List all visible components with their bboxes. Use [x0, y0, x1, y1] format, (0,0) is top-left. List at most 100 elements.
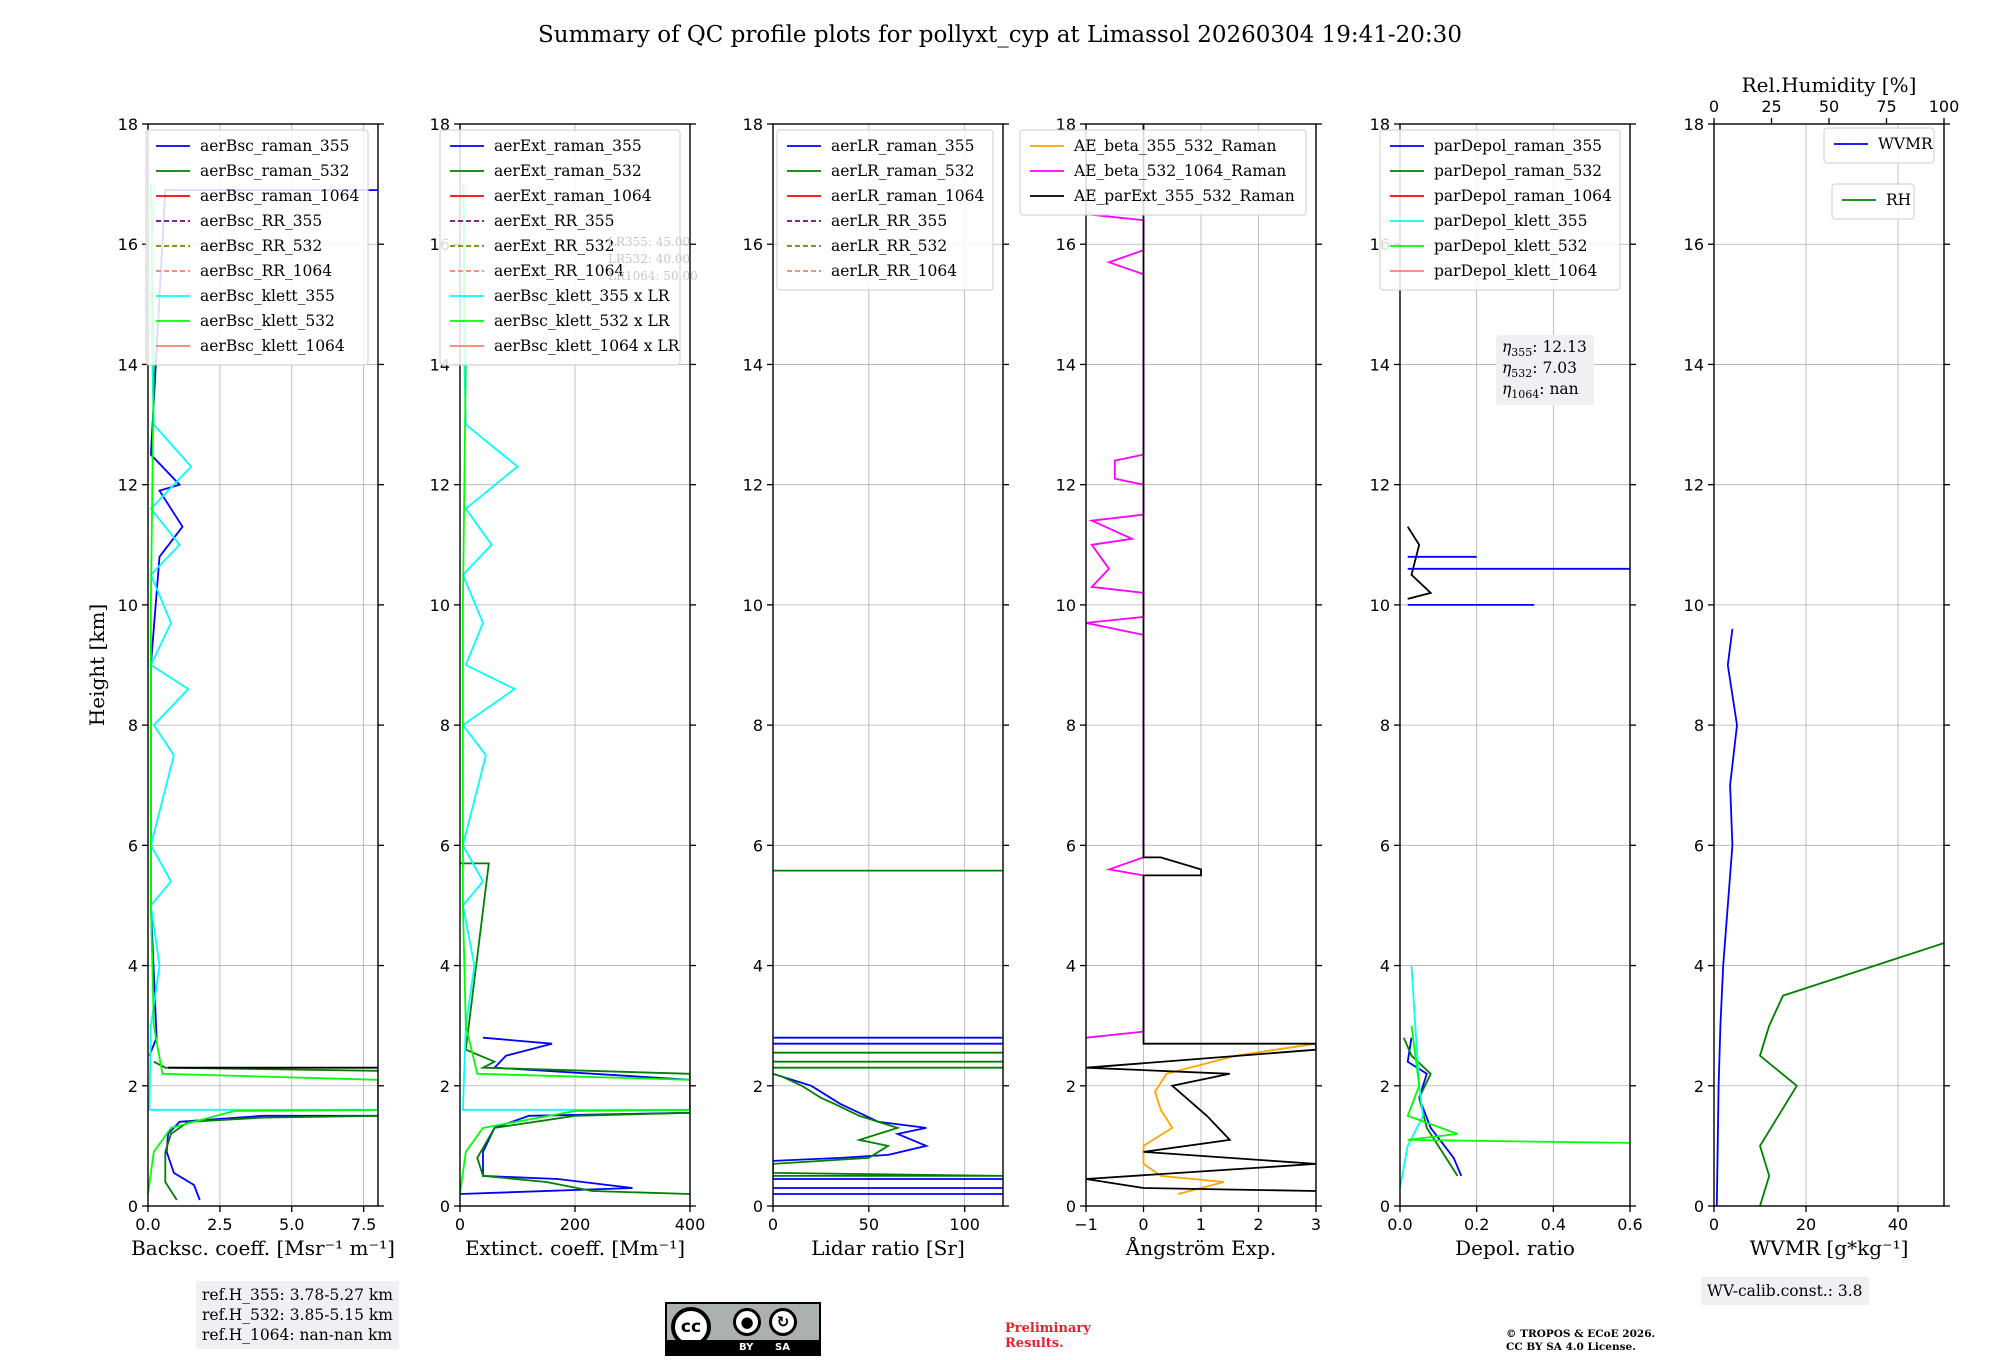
y-tick-label: 6 — [753, 836, 763, 855]
x-tick-label: 0.4 — [1541, 1215, 1566, 1234]
x-tick-label: 1 — [1196, 1215, 1206, 1234]
legend-label: parDepol_klett_1064 — [1434, 262, 1597, 280]
y-tick-label: 6 — [128, 836, 138, 855]
legend-box — [439, 129, 681, 366]
x-axis-label: Backsc. coeff. [Msr⁻¹ m⁻¹] — [131, 1236, 395, 1260]
x-tick-label: 20 — [1796, 1215, 1816, 1234]
legend: aerBsc_raman_355 aerBsc_raman_532 aerBsc_r… — [145, 129, 369, 366]
series-line-ae-beta-355-532-raman — [1142, 1042, 1316, 1195]
legend-label: aerExt_RR_355 — [494, 212, 615, 230]
series-line-aerext-raman-532 — [460, 862, 690, 1195]
series-line-pardepol-klett-355 — [1400, 965, 1424, 1189]
y-tick-label: 6 — [1694, 836, 1704, 855]
copyright-line-1: © TROPOS & ECoE 2026. — [1506, 1328, 1656, 1340]
cc-badge-bar — [667, 1340, 819, 1354]
ref-height-355: ref.H_355: 3.78-5.27 km — [202, 1286, 393, 1304]
preliminary-line-1: Preliminary — [1005, 1321, 1091, 1336]
by-person-icon: ● — [733, 1308, 761, 1336]
legend-label: aerBsc_RR_532 — [200, 237, 322, 255]
legend-box — [1019, 129, 1307, 216]
x-tick-label: −1 — [1074, 1215, 1098, 1234]
eta-box-bg — [1496, 335, 1594, 405]
x-tick-label: 5.0 — [279, 1215, 304, 1234]
eta-label: η1064: nan — [1502, 380, 1579, 401]
legend-label: AE_parExt_355_532_Raman — [1073, 187, 1295, 205]
legend: parDepol_raman_355 parDepol_raman_532 parD… — [1379, 129, 1621, 291]
x-axis-label: Depol. ratio — [1455, 1236, 1575, 1260]
ref-height-box: ref.H_355: 3.78-5.27 km ref.H_532: 3.85-… — [196, 1281, 399, 1349]
series-line-aerbsc-klett-532 — [148, 184, 378, 1195]
legend: aerLR_raman_355 aerLR_raman_532 aerLR_rama… — [776, 129, 994, 291]
y-tick-label: 4 — [128, 957, 138, 976]
y-tick-label: 18 — [118, 115, 138, 134]
y-tick-label: 16 — [1056, 235, 1076, 254]
y-tick-label: 4 — [753, 957, 763, 976]
legend-label: aerBsc_raman_532 — [200, 162, 350, 180]
legend-label: aerBsc_raman_355 — [200, 137, 350, 155]
lr-annotation: LR355: 45.00 — [608, 235, 690, 249]
x2-tick-label: 50 — [1819, 97, 1839, 116]
cc-license-badge: cc ● ↻ BY SA — [665, 1302, 821, 1356]
legend: AE_beta_355_532_Raman AE_beta_532_1064_Ra… — [1019, 129, 1307, 216]
panel-2: 0246810121416180200400Extinct. coeff. [M… — [430, 115, 706, 1260]
series-line-aerlr-raman-355 — [773, 1072, 930, 1162]
share-alike-icon: ↻ — [769, 1308, 797, 1336]
data-line-extra — [153, 1060, 378, 1072]
wv-calib-box: WV-calib.const.: 3.8 — [1701, 1277, 1869, 1305]
x-tick-label: 40 — [1888, 1215, 1908, 1234]
legend-label: WVMR — [1878, 135, 1934, 153]
y-tick-label: 16 — [743, 235, 763, 254]
x2-tick-label: 100 — [1929, 97, 1960, 116]
legend-label: parDepol_raman_355 — [1434, 137, 1602, 155]
y-tick-label: 8 — [753, 716, 763, 735]
y-tick-label: 8 — [1380, 716, 1390, 735]
y-tick-label: 18 — [743, 115, 763, 134]
cc-sa-label: SA — [775, 1342, 790, 1353]
legend-label: aerExt_raman_1064 — [494, 187, 652, 205]
x-tick-label: 0.6 — [1617, 1215, 1642, 1234]
ref-height-1064: ref.H_1064: nan-nan km — [202, 1326, 393, 1344]
y-tick-label: 2 — [1694, 1077, 1704, 1096]
legend-label: RH — [1886, 191, 1911, 209]
legend-label: aerBsc_klett_1064 x LR — [494, 337, 681, 355]
legend-box — [145, 129, 369, 366]
x-tick-label: 0 — [455, 1215, 465, 1234]
y-tick-label: 2 — [753, 1077, 763, 1096]
legend-box — [1823, 127, 1935, 164]
legend-label: aerBsc_raman_1064 — [200, 187, 360, 205]
x-tick-label: 200 — [560, 1215, 591, 1234]
series-line-aerext-raman-355 — [460, 1036, 690, 1195]
preliminary-note: Preliminary Results. — [1005, 1321, 1091, 1351]
x-tick-label: 7.5 — [351, 1215, 376, 1234]
legend-label: aerExt_RR_1064 — [494, 262, 625, 280]
y-tick-label: 0 — [128, 1197, 138, 1216]
y-tick-label: 4 — [1380, 957, 1390, 976]
y-tick-label: 10 — [743, 596, 763, 615]
y-tick-label: 2 — [128, 1077, 138, 1096]
y-tick-label: 0 — [1694, 1197, 1704, 1216]
series-line-aerbsc-raman-355 — [165, 1114, 378, 1201]
series-line-rh — [1758, 942, 1944, 1206]
legend-label: aerBsc_klett_532 x LR — [494, 312, 671, 330]
legend-label: aerBsc_RR_1064 — [200, 262, 332, 280]
x-tick-label: 0.2 — [1464, 1215, 1489, 1234]
legend: WVMR — [1823, 127, 1935, 164]
y-tick-label: 10 — [1370, 596, 1390, 615]
x-tick-label: 400 — [675, 1215, 706, 1234]
y-tick-label: 2 — [1066, 1077, 1076, 1096]
legend-label: aerLR_RR_355 — [831, 212, 947, 230]
series-line-pardepol-raman-532 — [1402, 1037, 1459, 1177]
x-tick-label: 100 — [949, 1215, 980, 1234]
preliminary-line-2: Results. — [1005, 1336, 1064, 1351]
y-tick-label: 12 — [1370, 476, 1390, 495]
legend-label: aerLR_raman_1064 — [831, 187, 984, 205]
legend-label: parDepol_raman_1064 — [1434, 187, 1612, 205]
y-tick-label: 8 — [1066, 716, 1076, 735]
y-tick-label: 6 — [1380, 836, 1390, 855]
data-layer — [1715, 628, 1944, 1206]
legend-label: aerBsc_RR_355 — [200, 212, 322, 230]
series-line-aerlr-raman-532 — [773, 1072, 1003, 1177]
x2-axis-label: Rel.Humidity [%] — [1742, 73, 1917, 97]
y-tick-label: 4 — [1066, 957, 1076, 976]
